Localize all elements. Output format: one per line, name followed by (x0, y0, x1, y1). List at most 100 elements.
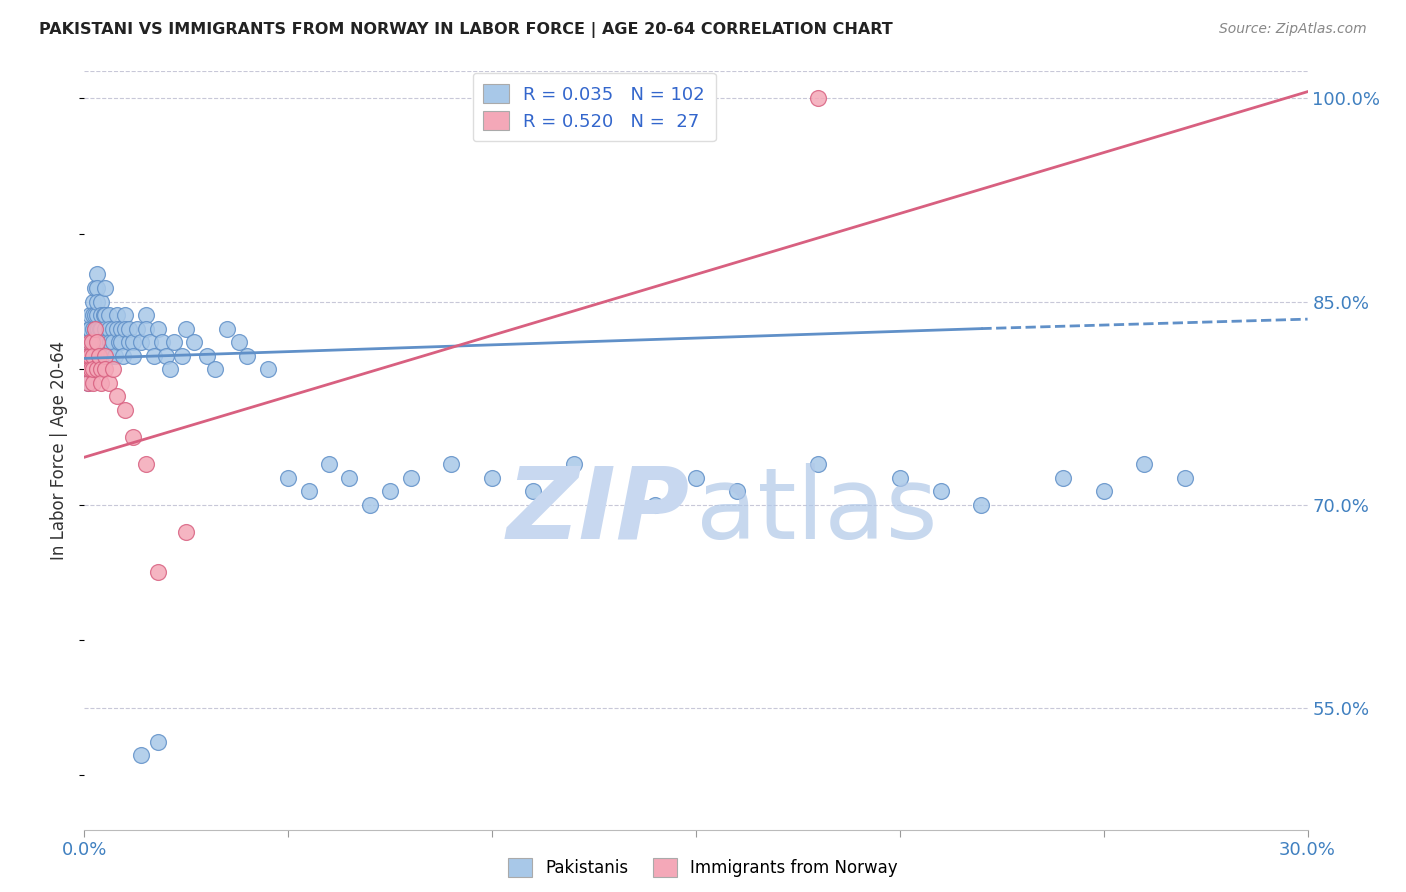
Point (277, 470, 299, 484)
Point (86, 308, 108, 322)
Point (150, 335, 173, 350)
Point (80, 335, 103, 350)
Point (83, 321, 105, 335)
Point (77, 349, 100, 363)
Point (82, 321, 104, 335)
Point (87, 321, 110, 335)
Point (127, 321, 149, 335)
Point (76, 376, 98, 390)
Point (77, 321, 100, 335)
Point (163, 335, 186, 350)
Point (83, 308, 105, 322)
Point (90, 362, 112, 376)
Point (93, 308, 115, 322)
Point (298, 484, 321, 499)
Point (110, 335, 132, 350)
Point (685, 470, 707, 484)
Point (86, 362, 108, 376)
Point (87, 349, 110, 363)
Point (228, 335, 250, 350)
Legend: Pakistanis, Immigrants from Norway: Pakistanis, Immigrants from Norway (502, 852, 904, 884)
Point (97, 308, 120, 322)
Point (1174, 470, 1197, 484)
Point (101, 321, 124, 335)
Point (77, 362, 100, 376)
Point (84, 321, 107, 335)
Point (236, 349, 259, 363)
Point (86, 335, 108, 350)
Point (101, 335, 124, 350)
Point (104, 349, 127, 363)
Point (79, 335, 101, 350)
Point (108, 335, 131, 350)
Point (440, 457, 463, 471)
Point (159, 362, 181, 376)
Text: PAKISTANI VS IMMIGRANTS FROM NORWAY IN LABOR FORCE | AGE 20-64 CORRELATION CHART: PAKISTANI VS IMMIGRANTS FROM NORWAY IN L… (39, 22, 893, 38)
Point (644, 498, 666, 512)
Text: atlas: atlas (696, 463, 938, 559)
Point (90, 321, 112, 335)
Point (105, 389, 128, 403)
Point (118, 321, 141, 335)
Point (122, 335, 145, 350)
Point (183, 335, 205, 350)
Point (79, 335, 101, 350)
Text: ZIP: ZIP (506, 463, 690, 559)
Point (122, 349, 145, 363)
Point (97, 376, 120, 390)
Point (195, 349, 218, 363)
Point (83, 281, 105, 295)
Point (174, 321, 197, 335)
Point (96, 349, 118, 363)
Point (135, 457, 157, 471)
Point (889, 470, 911, 484)
Point (90, 308, 112, 322)
Point (80, 362, 103, 376)
Point (155, 349, 177, 363)
Y-axis label: In Labor Force | Age 20-64: In Labor Force | Age 20-64 (51, 341, 69, 560)
Point (77, 362, 100, 376)
Point (131, 335, 153, 350)
Point (146, 734, 169, 748)
Point (1092, 484, 1115, 499)
Point (118, 335, 141, 350)
Point (86, 281, 108, 295)
Point (131, 748, 153, 763)
Point (79, 349, 101, 363)
Point (89, 321, 111, 335)
Point (79, 308, 101, 322)
Point (94, 335, 117, 350)
Point (114, 321, 136, 335)
Point (80, 335, 103, 350)
Point (257, 362, 280, 376)
Point (1133, 457, 1156, 471)
Point (82, 362, 104, 376)
Point (174, 524, 197, 539)
Point (86, 321, 108, 335)
Point (110, 321, 132, 335)
Point (86, 294, 108, 309)
Point (318, 457, 340, 471)
Text: Source: ZipAtlas.com: Source: ZipAtlas.com (1219, 22, 1367, 37)
Point (98, 335, 121, 350)
Point (90, 376, 112, 390)
Point (86, 268, 108, 282)
Point (93, 281, 115, 295)
Point (77, 376, 100, 390)
Point (80, 362, 103, 376)
Point (359, 498, 381, 512)
Point (339, 470, 361, 484)
Point (135, 321, 157, 335)
Point (112, 349, 135, 363)
Point (76, 349, 98, 363)
Point (91, 335, 114, 350)
Point (217, 321, 239, 335)
Point (807, 457, 830, 471)
Point (399, 470, 422, 484)
Point (204, 362, 226, 376)
Point (97, 321, 120, 335)
Point (522, 484, 544, 499)
Point (929, 484, 952, 499)
Point (105, 321, 128, 335)
Point (807, 91, 830, 105)
